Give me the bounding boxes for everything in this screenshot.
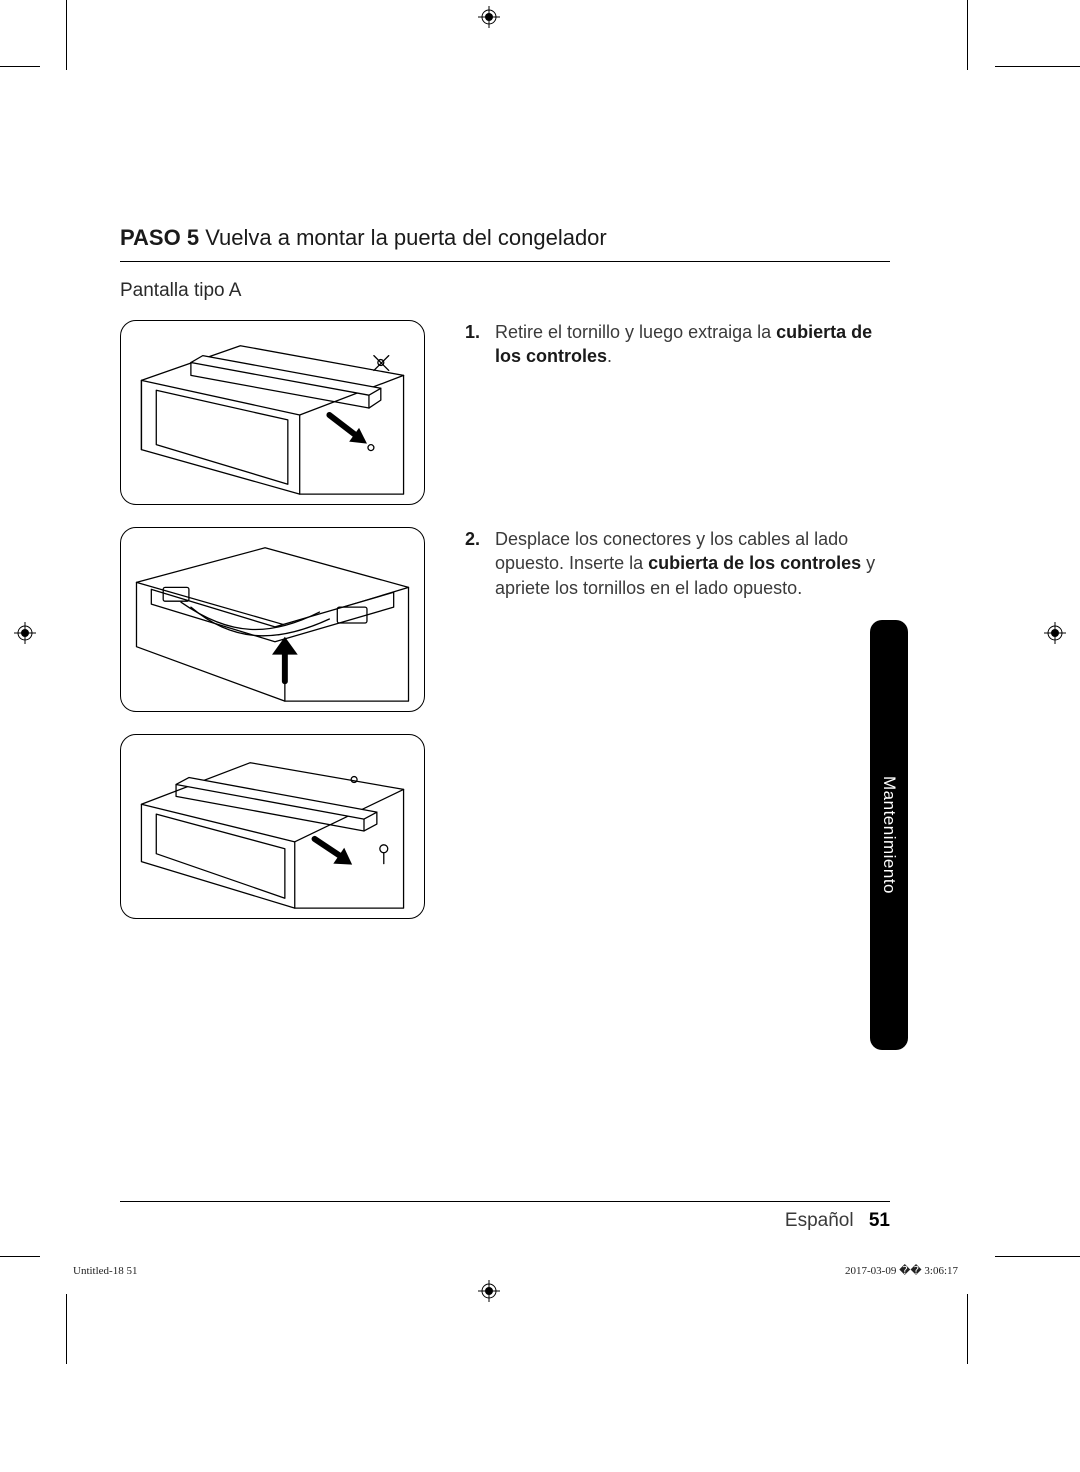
print-meta-right: 2017-03-09 �� 3:06:17 (845, 1264, 958, 1277)
registration-mark-icon (14, 622, 36, 644)
page: PASO 5 Vuelva a montar la puerta del con… (0, 0, 1080, 1472)
instruction-text: Retire el tornillo y luego extraiga la c… (495, 320, 890, 369)
trim-line (66, 1294, 67, 1354)
instruction-row: 2. Desplace los conectores y los cables … (120, 527, 890, 712)
registration-mark-icon (478, 6, 500, 28)
crop-mark-icon (995, 66, 1080, 67)
crop-mark-icon (0, 66, 40, 67)
content-area: PASO 5 Vuelva a montar la puerta del con… (120, 225, 890, 941)
instruction-number: 2. (465, 527, 485, 551)
step-heading: PASO 5 Vuelva a montar la puerta del con… (120, 225, 890, 262)
crop-mark-icon (995, 1256, 1080, 1257)
footer: Español 51 (785, 1210, 890, 1232)
step-title-text: Vuelva a montar la puerta del congelador (205, 225, 607, 250)
registration-mark-icon (1044, 622, 1066, 644)
instruction-row: 1. Retire el tornillo y luego extraiga l… (120, 320, 890, 505)
step-number: PASO 5 (120, 225, 199, 250)
trim-line (967, 1294, 968, 1354)
figure-3 (120, 734, 425, 919)
registration-mark-icon (478, 1280, 500, 1302)
figure-1 (120, 320, 425, 505)
footer-rule (120, 1201, 890, 1203)
instruction-1: 1. Retire el tornillo y luego extraiga l… (465, 320, 890, 369)
print-meta-left: Untitled-18 51 (73, 1265, 137, 1277)
crop-mark-icon (0, 1256, 40, 1257)
page-number: 51 (869, 1210, 890, 1231)
subtitle: Pantalla tipo A (120, 280, 890, 302)
trim-line (967, 8, 968, 68)
trim-line (66, 8, 67, 68)
instruction-number: 1. (465, 320, 485, 344)
instruction-row (120, 734, 890, 919)
instruction-text: Desplace los conectores y los cables al … (495, 527, 890, 600)
section-tab-label: Mantenimiento (879, 776, 899, 894)
figure-2 (120, 527, 425, 712)
section-tab: Mantenimiento (870, 620, 908, 1050)
instruction-2: 2. Desplace los conectores y los cables … (465, 527, 890, 600)
footer-language: Español (785, 1210, 854, 1231)
